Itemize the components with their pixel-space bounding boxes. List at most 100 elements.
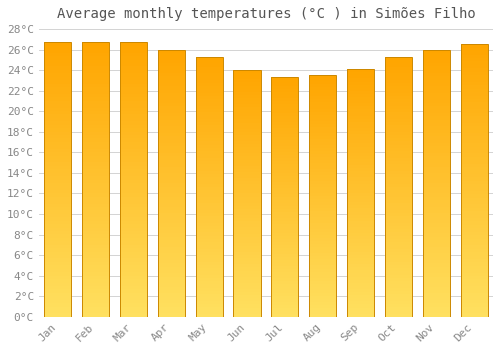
Bar <box>309 78 336 81</box>
Bar <box>234 292 260 295</box>
Bar <box>196 141 223 145</box>
Bar <box>271 233 298 236</box>
Bar <box>271 179 298 182</box>
Bar <box>158 230 185 233</box>
Bar <box>120 73 147 77</box>
Bar <box>422 297 450 300</box>
Bar <box>460 147 488 150</box>
Bar <box>385 310 412 314</box>
Bar <box>158 203 185 206</box>
Bar <box>196 135 223 138</box>
Bar <box>234 89 260 92</box>
Bar <box>82 180 109 183</box>
Bar <box>309 247 336 250</box>
Bar <box>460 283 488 286</box>
Bar <box>385 242 412 245</box>
Bar <box>234 169 260 172</box>
Bar <box>385 213 412 216</box>
Bar <box>309 244 336 247</box>
Bar <box>44 180 72 183</box>
Bar <box>385 281 412 284</box>
Bar <box>44 152 72 156</box>
Bar <box>82 214 109 217</box>
Bar <box>271 110 298 113</box>
Bar <box>196 106 223 109</box>
Bar <box>44 255 72 259</box>
Bar <box>196 258 223 261</box>
Bar <box>196 148 223 151</box>
Bar <box>422 160 450 163</box>
Bar <box>309 208 336 211</box>
Bar <box>271 161 298 164</box>
Bar <box>234 83 260 86</box>
Bar <box>422 176 450 180</box>
Bar <box>234 221 260 224</box>
Bar <box>385 307 412 310</box>
Bar <box>234 172 260 175</box>
Bar <box>347 69 374 317</box>
Bar <box>234 228 260 231</box>
Bar <box>44 121 72 125</box>
Bar <box>82 259 109 262</box>
Bar <box>271 245 298 248</box>
Bar <box>234 314 260 317</box>
Bar <box>309 108 336 112</box>
Bar <box>82 49 109 53</box>
Bar <box>82 204 109 207</box>
Bar <box>158 126 185 130</box>
Bar <box>196 115 223 119</box>
Bar <box>309 187 336 190</box>
Bar <box>271 203 298 206</box>
Bar <box>234 122 260 126</box>
Bar <box>120 101 147 104</box>
Bar <box>120 97 147 101</box>
Bar <box>460 181 488 184</box>
Bar <box>309 268 336 272</box>
Bar <box>385 190 412 193</box>
Bar <box>309 238 336 242</box>
Bar <box>120 139 147 142</box>
Bar <box>271 236 298 239</box>
Bar <box>158 270 185 273</box>
Bar <box>422 200 450 203</box>
Bar <box>460 303 488 307</box>
Bar <box>422 50 450 53</box>
Bar <box>158 280 185 284</box>
Bar <box>196 252 223 255</box>
Bar <box>234 274 260 277</box>
Bar <box>271 122 298 125</box>
Bar <box>234 283 260 286</box>
Bar <box>44 49 72 53</box>
Bar <box>44 145 72 149</box>
Bar <box>271 260 298 263</box>
Bar <box>82 87 109 90</box>
Bar <box>460 204 488 208</box>
Bar <box>422 80 450 83</box>
Bar <box>460 198 488 201</box>
Bar <box>460 208 488 211</box>
Bar <box>347 177 374 181</box>
Bar <box>271 281 298 284</box>
Bar <box>158 80 185 83</box>
Bar <box>271 173 298 176</box>
Bar <box>460 279 488 283</box>
Bar <box>82 84 109 87</box>
Bar <box>82 187 109 190</box>
Bar <box>422 167 450 170</box>
Bar <box>347 230 374 233</box>
Bar <box>44 56 72 60</box>
Bar <box>120 111 147 114</box>
Bar <box>385 158 412 161</box>
Bar <box>44 272 72 276</box>
Bar <box>347 224 374 227</box>
Bar <box>234 70 260 73</box>
Bar <box>196 200 223 203</box>
Bar <box>82 53 109 56</box>
Bar <box>460 184 488 188</box>
Bar <box>120 231 147 234</box>
Bar <box>422 263 450 267</box>
Bar <box>196 57 223 317</box>
Bar <box>460 177 488 181</box>
Bar <box>309 241 336 244</box>
Bar <box>271 98 298 101</box>
